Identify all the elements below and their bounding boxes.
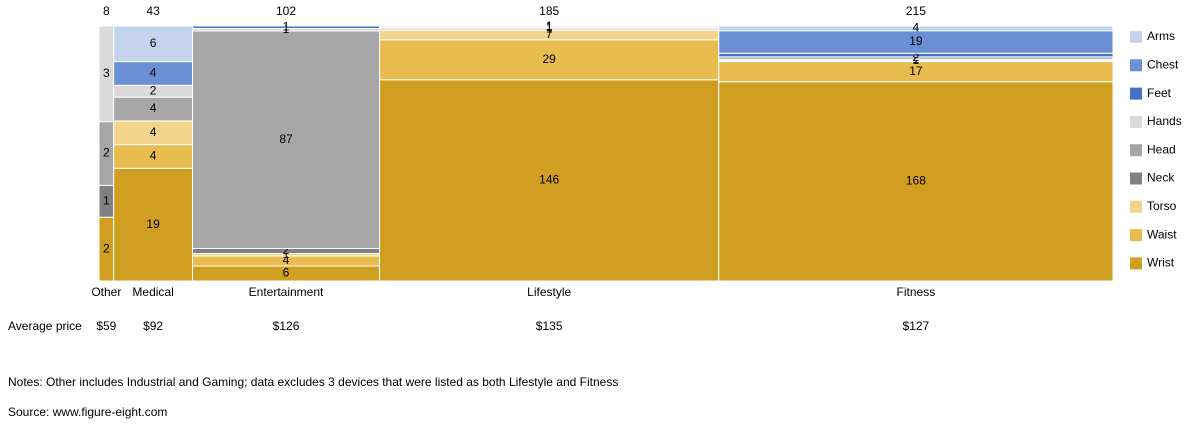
segment-label: 2 bbox=[103, 241, 110, 255]
segment-label: 3 bbox=[913, 47, 920, 61]
segment-label: 4 bbox=[283, 253, 290, 267]
x-tick-label: Medical bbox=[132, 285, 173, 299]
segment-label: 146 bbox=[539, 173, 559, 187]
legend-swatch bbox=[1130, 257, 1142, 270]
x-tick-label: Other bbox=[91, 285, 121, 299]
legend-label: Head bbox=[1147, 142, 1176, 156]
source: Source: www.figure-eight.com bbox=[8, 405, 167, 419]
segment-label: 29 bbox=[542, 52, 556, 66]
segment-label: 168 bbox=[906, 174, 926, 188]
legend-label: Feet bbox=[1147, 86, 1172, 100]
segment bbox=[379, 39, 720, 81]
price-label: $92 bbox=[143, 319, 163, 333]
legend-swatch bbox=[1130, 31, 1142, 43]
segment-label: 4 bbox=[150, 66, 157, 80]
segment-label: 4 bbox=[150, 125, 157, 139]
legend-swatch bbox=[1130, 200, 1142, 213]
segment-label: 7 bbox=[546, 27, 553, 41]
price-label: $126 bbox=[273, 319, 300, 333]
legend-label: Waist bbox=[1147, 227, 1177, 241]
segment-label: 19 bbox=[909, 34, 923, 48]
column-total: 8 bbox=[103, 4, 110, 18]
segment-label: 2 bbox=[150, 83, 157, 97]
segment-label: 4 bbox=[913, 21, 920, 35]
legend-label: Chest bbox=[1147, 57, 1179, 71]
segment bbox=[113, 167, 194, 282]
legend-label: Wrist bbox=[1147, 256, 1175, 270]
segment bbox=[718, 25, 1114, 32]
segment-label: 87 bbox=[279, 132, 293, 146]
segment-label: 19 bbox=[146, 217, 160, 231]
segment-label: 3 bbox=[103, 66, 110, 80]
segment bbox=[113, 25, 194, 63]
column-total: 43 bbox=[146, 4, 160, 18]
segment bbox=[718, 81, 1114, 282]
segment bbox=[379, 79, 720, 282]
segment-label: 1 bbox=[546, 19, 553, 33]
legend-swatch bbox=[1130, 144, 1142, 157]
segment-label: 2 bbox=[283, 243, 290, 257]
price-row-label: Average price bbox=[8, 319, 82, 333]
legend-swatch bbox=[1130, 115, 1142, 128]
legend-label: Hands bbox=[1147, 114, 1182, 128]
legend-swatch bbox=[1130, 172, 1142, 185]
segment-label: 4 bbox=[150, 149, 157, 163]
legend-swatch bbox=[1130, 87, 1142, 100]
legend-swatch bbox=[1130, 59, 1142, 72]
x-tick-label: Lifestyle bbox=[527, 285, 571, 299]
x-tick-label: Fitness bbox=[897, 285, 936, 299]
legend-label: Torso bbox=[1147, 199, 1177, 213]
segment-label: 1 bbox=[103, 193, 110, 207]
price-label: $59 bbox=[96, 319, 116, 333]
segment-label: 6 bbox=[283, 266, 290, 280]
column-total: 215 bbox=[906, 4, 926, 18]
notes: Notes: Other includes Industrial and Gam… bbox=[8, 375, 618, 389]
segment-label: 4 bbox=[150, 101, 157, 115]
legend-label: Neck bbox=[1147, 171, 1175, 185]
column-total: 185 bbox=[539, 4, 559, 18]
column-total: 102 bbox=[276, 4, 296, 18]
segment-label: 2 bbox=[103, 146, 110, 160]
price-label: $127 bbox=[903, 319, 930, 333]
segment-label: 6 bbox=[150, 36, 157, 50]
price-label: $135 bbox=[536, 319, 563, 333]
segment-label: 17 bbox=[909, 64, 923, 78]
segment bbox=[192, 30, 381, 249]
x-tick-label: Entertainment bbox=[249, 285, 324, 299]
segment-label: 1 bbox=[283, 19, 290, 33]
legend-swatch bbox=[1130, 229, 1142, 242]
legend-label: Arms bbox=[1147, 29, 1175, 43]
